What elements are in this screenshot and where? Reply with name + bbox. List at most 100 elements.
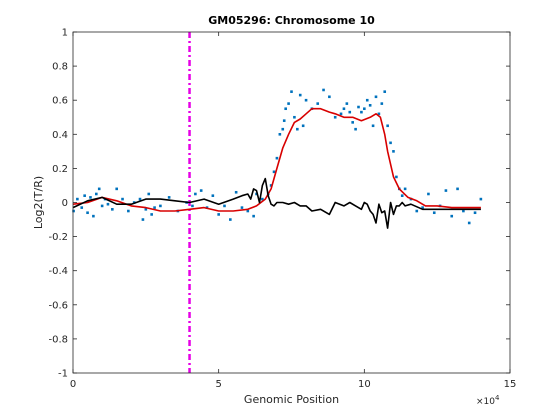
data-point <box>450 214 454 218</box>
data-point <box>76 197 79 201</box>
data-point <box>287 102 290 105</box>
data-point <box>211 194 215 197</box>
data-point <box>421 206 424 209</box>
data-point <box>374 95 378 99</box>
y-tick-label: 0.8 <box>52 62 68 73</box>
data-point <box>386 124 389 128</box>
data-point <box>345 102 349 105</box>
data-point <box>138 197 142 201</box>
x-tick-label: 5 <box>215 379 221 390</box>
data-point <box>377 112 381 116</box>
data-point <box>383 90 387 93</box>
x-axis-exponent-base: ×10 <box>476 397 495 407</box>
data-point <box>127 209 130 213</box>
data-point <box>261 197 264 201</box>
data-point <box>284 107 287 111</box>
data-point <box>322 88 325 92</box>
x-axis-exponent: ×104 <box>476 394 500 407</box>
data-point <box>357 105 360 109</box>
data-point <box>400 194 404 197</box>
data-point <box>456 187 459 191</box>
data-point <box>97 187 101 191</box>
data-point <box>106 202 110 206</box>
data-point <box>194 192 197 196</box>
x-axis-exponent-power: 4 <box>495 394 500 402</box>
chart-title: GM05296: Chromosome 10 <box>208 14 375 27</box>
data-point <box>281 127 285 131</box>
data-point <box>354 127 357 131</box>
x-tick-label: 15 <box>504 379 517 390</box>
data-point <box>427 192 430 196</box>
data-point <box>290 90 293 93</box>
data-point <box>395 175 398 179</box>
data-point <box>365 98 369 102</box>
y-tick-label: -1 <box>58 369 68 380</box>
data-point <box>159 204 162 208</box>
data-point <box>473 211 477 215</box>
y-axis-label: Log2(T/R) <box>32 176 45 229</box>
data-point <box>234 190 238 194</box>
data-point <box>389 141 392 145</box>
data-point <box>269 184 273 187</box>
data-point <box>86 211 89 215</box>
y-tick-label: -0.8 <box>48 334 68 345</box>
y-tick-label: -0.6 <box>48 300 68 311</box>
y-tick-label: 0.2 <box>52 164 68 175</box>
data-point <box>199 189 203 192</box>
data-point <box>368 104 372 107</box>
data-point <box>92 214 95 218</box>
data-point <box>95 192 98 196</box>
data-point <box>144 208 148 211</box>
data-point <box>360 110 363 114</box>
x-axis-label: Genomic Position <box>244 393 339 406</box>
data-point <box>444 189 448 192</box>
y-tick-label: -0.4 <box>48 266 68 277</box>
data-point <box>275 156 279 160</box>
x-tick-label: 10 <box>358 379 371 390</box>
data-point <box>150 213 153 216</box>
data-point <box>351 121 354 124</box>
data-point <box>348 110 352 114</box>
data-point <box>80 206 84 209</box>
data-point <box>272 170 276 174</box>
data-point <box>72 209 75 213</box>
data-point <box>282 119 286 122</box>
y-tick-label: 1 <box>62 28 68 39</box>
difference-series-line <box>72 177 481 229</box>
data-point <box>301 124 305 128</box>
plot-area: 0 5 10 15 -1 -0.8 -0.6 -0.4 -0.2 0 0.2 0.4 0.6 0.8 1 <box>48 28 516 391</box>
data-point <box>339 112 343 116</box>
data-point <box>403 187 407 191</box>
data-point <box>333 115 337 119</box>
data-point <box>147 192 151 196</box>
y-tick-label: -0.2 <box>48 232 68 243</box>
data-point <box>223 204 226 208</box>
data-point <box>316 102 320 105</box>
data-point <box>229 218 232 221</box>
data-point <box>246 209 250 213</box>
data-point <box>392 150 395 153</box>
smoothed-series-line <box>72 107 481 212</box>
data-point <box>115 187 118 191</box>
data-point <box>467 221 471 225</box>
data-point <box>363 107 366 111</box>
data-point <box>153 206 156 209</box>
data-point <box>100 204 104 208</box>
data-point <box>217 213 220 216</box>
data-point <box>89 196 92 199</box>
data-point <box>296 127 299 131</box>
data-point <box>141 218 145 221</box>
axes-background <box>73 32 510 373</box>
data-point <box>432 211 436 215</box>
y-tick-label: 0.4 <box>52 130 68 141</box>
data-point <box>191 204 194 208</box>
data-point <box>83 194 86 197</box>
y-tick-label: 0 <box>62 198 68 209</box>
data-point <box>462 209 465 213</box>
data-point <box>252 214 255 218</box>
data-point <box>328 95 331 99</box>
data-point <box>121 197 124 201</box>
data-point <box>342 107 346 111</box>
data-point <box>479 197 483 201</box>
data-point <box>240 206 244 209</box>
